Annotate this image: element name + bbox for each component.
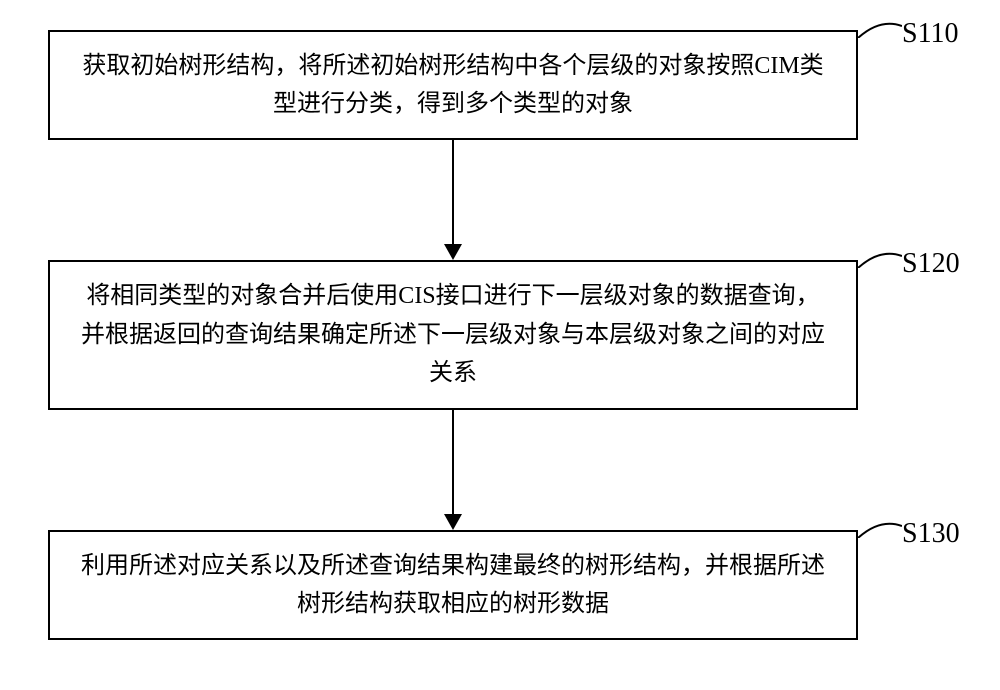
step-label-s120: S120 xyxy=(902,248,960,280)
flow-arrow-line xyxy=(452,410,454,514)
flow-step-text: 将相同类型的对象合并后使用CIS接口进行下一层级对象的数据查询，并根据返回的查询… xyxy=(80,277,826,392)
label-connector-s110 xyxy=(858,18,902,38)
flow-step-text: 利用所述对应关系以及所述查询结果构建最终的树形结构，并根据所述树形结构获取相应的… xyxy=(80,547,826,624)
flow-arrow-line xyxy=(452,140,454,244)
flow-arrow-head xyxy=(444,244,462,260)
flow-step-s110: 获取初始树形结构，将所述初始树形结构中各个层级的对象按照CIM类型进行分类，得到… xyxy=(48,30,858,140)
step-label-s110: S110 xyxy=(902,18,959,50)
label-connector-s120 xyxy=(858,248,902,268)
flow-step-text: 获取初始树形结构，将所述初始树形结构中各个层级的对象按照CIM类型进行分类，得到… xyxy=(80,47,826,124)
flowchart-container: 获取初始树形结构，将所述初始树形结构中各个层级的对象按照CIM类型进行分类，得到… xyxy=(48,0,858,690)
step-label-s130: S130 xyxy=(902,518,960,550)
flow-arrow-head xyxy=(444,514,462,530)
flow-step-s130: 利用所述对应关系以及所述查询结果构建最终的树形结构，并根据所述树形结构获取相应的… xyxy=(48,530,858,640)
flow-step-s120: 将相同类型的对象合并后使用CIS接口进行下一层级对象的数据查询，并根据返回的查询… xyxy=(48,260,858,410)
label-connector-s130 xyxy=(858,518,902,538)
